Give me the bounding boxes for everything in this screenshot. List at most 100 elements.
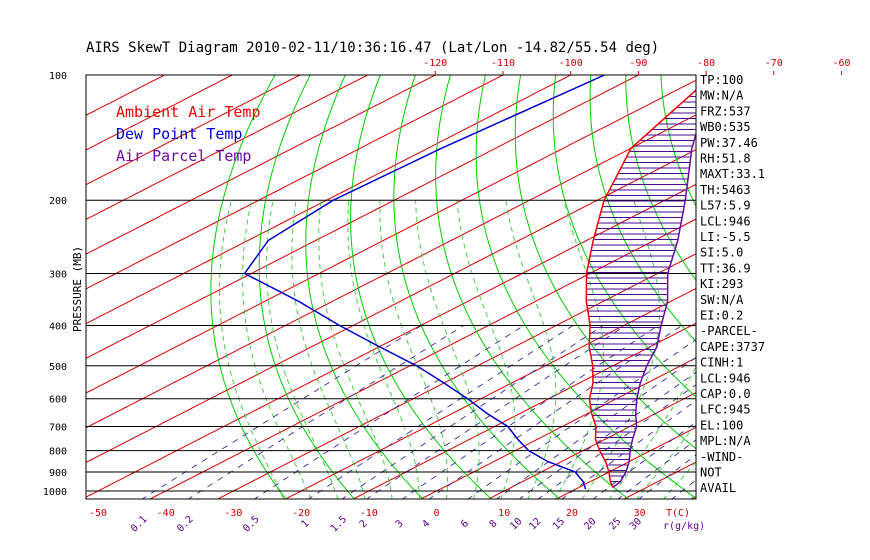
bottom-tick-label: -10 [360, 508, 378, 519]
dry-adiabat-line [759, 0, 870, 508]
stability-index: WB0:535 [700, 120, 751, 134]
stability-index: MAXT:33.1 [700, 167, 765, 181]
moist-adiabat-line [266, 200, 339, 499]
mixing-ratio-line [307, 325, 574, 499]
chart-title: AIRS SkewT Diagram 2010-02-11/10:36:16.4… [86, 40, 659, 56]
stability-index: KI:293 [700, 277, 743, 291]
top-tick-label: -120 [423, 58, 447, 69]
dry-adiabat-line [210, 75, 287, 499]
mixing-ratio-label: 1 [300, 518, 312, 530]
stability-index: AVAIL [700, 481, 736, 495]
bottom-tick-label: -30 [224, 508, 242, 519]
bottom-tick-label: 0 [433, 508, 439, 519]
stability-index: L57:5.9 [700, 199, 751, 213]
moist-adiabat-line [456, 200, 516, 499]
dry-adiabat-line [727, 0, 870, 508]
profile-lines [243, 75, 696, 490]
top-tick-label: -90 [629, 58, 647, 69]
isotherm-line [86, 114, 696, 429]
stability-index: EL:100 [700, 418, 743, 432]
isotherm-line [86, 75, 437, 255]
stability-index: CAP:0.0 [700, 387, 751, 401]
ambient-temp-line [585, 89, 696, 488]
mixing-ratio-label: 2 [358, 518, 370, 530]
legend-ambient: Ambient Air Temp [116, 103, 261, 121]
pressure-tick-label: 700 [49, 423, 67, 434]
stability-index: -WIND- [700, 450, 743, 464]
cape-hatching [586, 90, 696, 488]
top-tick-label: -100 [559, 58, 583, 69]
pressure-tick-label: 300 [49, 269, 67, 280]
isotherm-line [86, 75, 505, 290]
top-tick-label: -110 [491, 58, 515, 69]
stability-index: MW:N/A [700, 89, 744, 103]
y-axis-label: PRESSURE (MB) [71, 246, 84, 332]
bottom-tick-label: 10 [498, 508, 510, 519]
mixing-ratio-line [428, 325, 683, 499]
legend: Ambient Air Temp Dew Point Temp Air Parc… [116, 103, 261, 165]
dry-adiabat-line [589, 75, 696, 343]
mixing-ratio-label: 15 [551, 516, 567, 532]
dry-adiabat-line [514, 75, 696, 450]
mixing-ratio-label: 0.5 [241, 514, 262, 535]
mixing-ratio-label: 6 [459, 518, 471, 530]
isotherm-line [284, 287, 696, 499]
mixing-ratio-label: 0.2 [175, 514, 196, 535]
parcel-temp-line [612, 131, 696, 488]
dewpoint-temp-line [243, 75, 605, 490]
stability-index: NOT [700, 466, 722, 480]
plot-frame [85, 74, 697, 500]
isotherm-line [487, 392, 696, 499]
dry-adiabat-line [660, 75, 696, 208]
dry-adiabat-line [305, 75, 424, 499]
moist-adiabat-line [554, 200, 605, 499]
mixing-ratio-line [467, 339, 696, 499]
stability-index: LCL:946 [700, 214, 751, 228]
moist-adiabat-line [415, 200, 480, 499]
isotherm-line [149, 218, 696, 499]
mixing-ratio-label: 0.1 [129, 514, 150, 535]
grid-lines [86, 0, 870, 508]
stability-index: EI:0.2 [700, 309, 743, 323]
stability-index: LFC:945 [700, 403, 751, 417]
pressure-tick-label: 1000 [43, 487, 67, 498]
isotherm-line [555, 426, 696, 499]
isotherm-line [86, 75, 572, 325]
top-temperature-ticks: -120-110-100-90-80-70-60-50-40 [423, 58, 851, 75]
dry-adiabat-line [393, 75, 561, 499]
dry-adiabat-line [435, 75, 630, 499]
stability-index: MPL:N/A [700, 434, 751, 448]
pressure-tick-label: 500 [49, 362, 67, 373]
mixing-ratio-line [537, 384, 696, 499]
isotherm-line [86, 75, 640, 359]
mixing-ratio-line [341, 325, 604, 499]
isotherm-line [741, 0, 870, 508]
top-tick-label: -60 [832, 58, 850, 69]
mixing-ratio-line [592, 421, 696, 499]
isotherm-line [216, 253, 696, 499]
bottom-axis-unit: T(C) [666, 508, 690, 519]
stability-index: SW:N/A [700, 293, 744, 307]
isotherm-line [86, 79, 696, 394]
stability-index: PW:37.46 [700, 136, 758, 150]
pressure-tick-labels: 100 200 300 400 500 600 700 800 900 1000 [43, 71, 67, 498]
moist-adiabat-line [505, 200, 557, 499]
bottom-temperature-ticks: -50 -40 -30 -20 -10 0 10 20 30 [89, 508, 646, 519]
stability-index: SI:5.0 [700, 246, 743, 260]
top-tick-label: -70 [765, 58, 783, 69]
stability-index: TT:36.9 [700, 261, 751, 275]
bottom-tick-label: -50 [89, 508, 107, 519]
mixing-ratio-label: 20 [582, 516, 598, 532]
pressure-tick-label: 600 [49, 395, 67, 406]
stability-index: CINH:1 [700, 356, 743, 370]
dry-adiabat-line [552, 75, 696, 398]
stability-index: RH:51.8 [700, 152, 751, 166]
dry-adiabat-line [821, 0, 870, 508]
pressure-tick-label: 800 [49, 447, 67, 458]
mixing-ratio-label: 12 [527, 516, 543, 532]
mixing-ratio-line [561, 399, 696, 499]
mixing-ratio-unit: r(g/kg) [663, 521, 705, 532]
stability-index: -PARCEL- [700, 324, 758, 338]
stability-index: LCL:946 [700, 371, 751, 385]
moist-adiabat-line [291, 200, 366, 499]
